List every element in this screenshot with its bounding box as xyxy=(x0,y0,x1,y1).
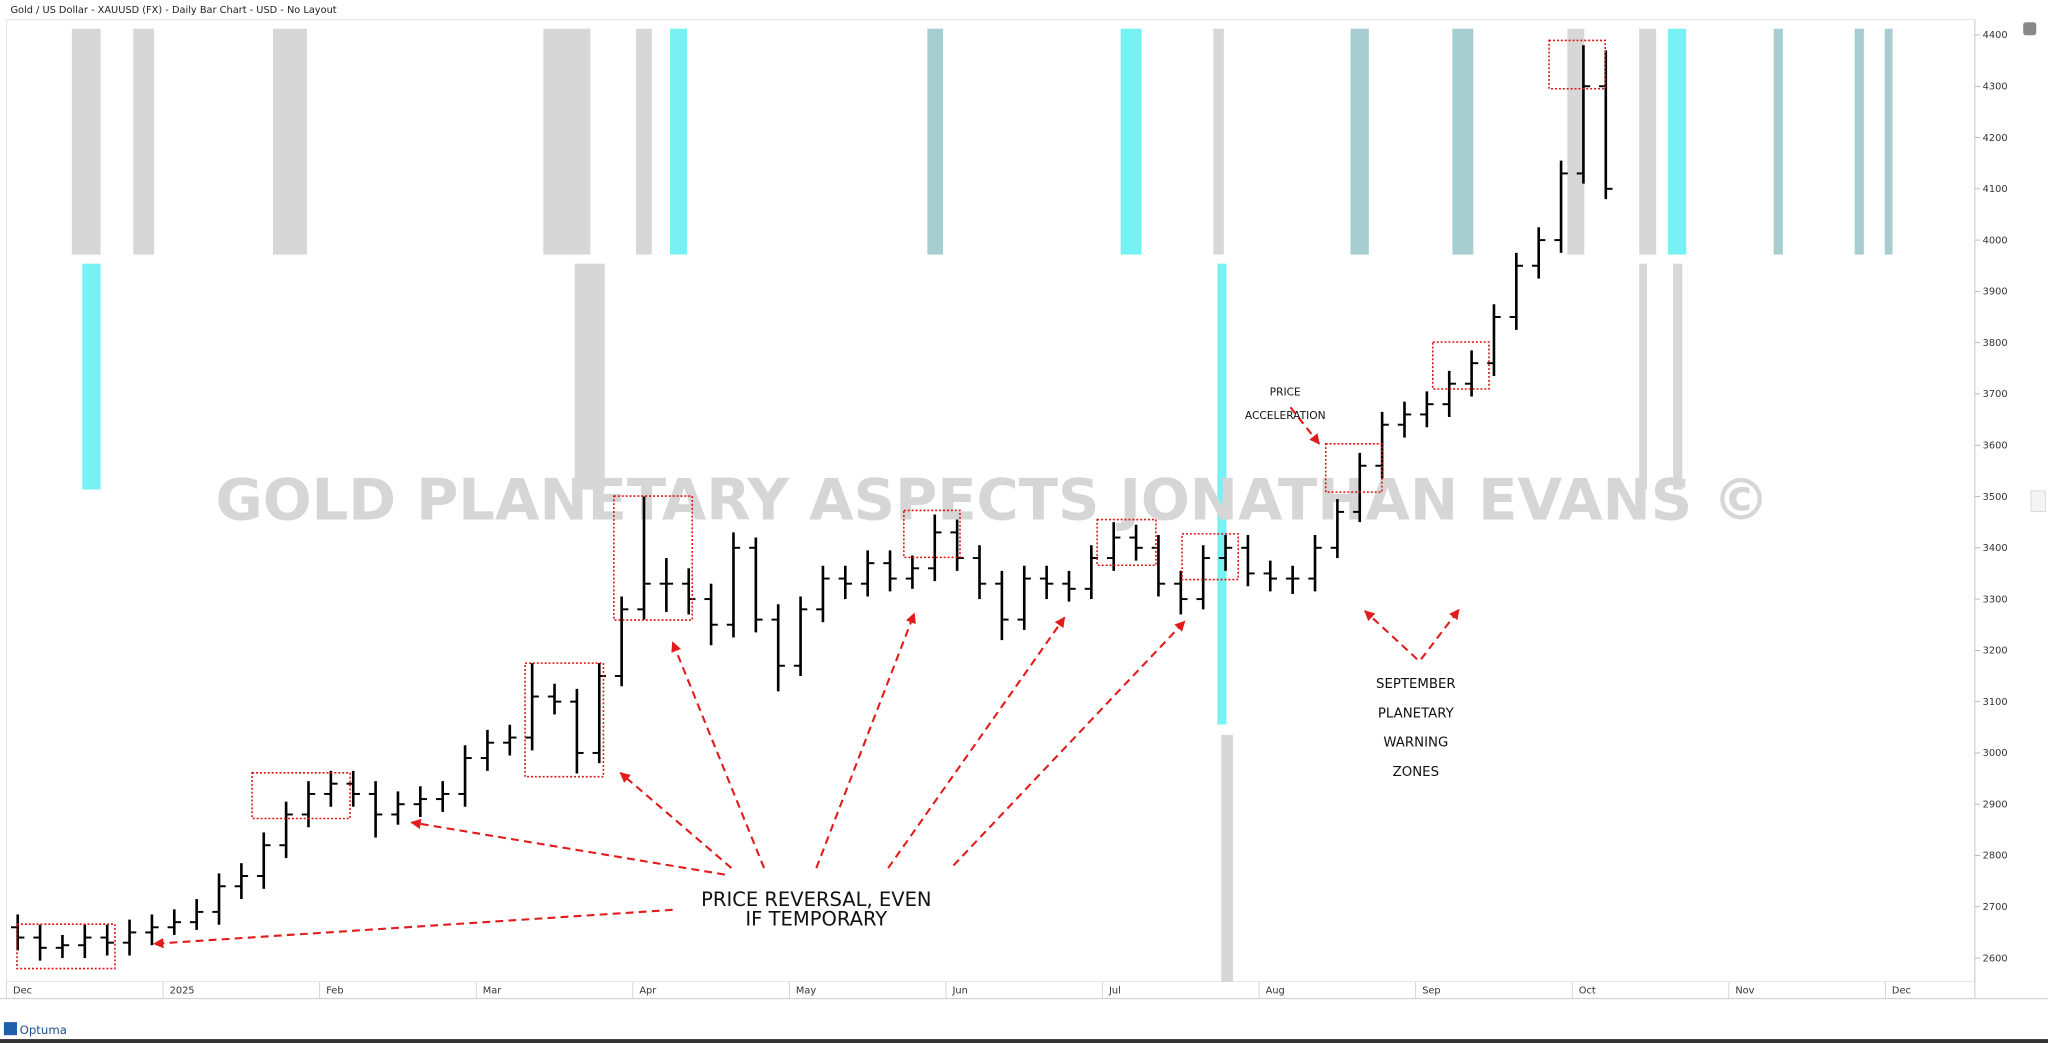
annotation-text: SEPTEMBER xyxy=(1376,677,1456,692)
y-tick-label: 3000 xyxy=(1983,748,2008,759)
annotation-text: WARNING xyxy=(1383,736,1448,751)
y-tick-label: 3600 xyxy=(1983,440,2008,451)
x-tick-label: Oct xyxy=(1579,985,1596,996)
y-tick-label: 4400 xyxy=(1983,30,2008,41)
y-tick-label: 3700 xyxy=(1983,389,2008,400)
annotation-arrow xyxy=(671,641,766,869)
aspect-zone xyxy=(1452,28,1474,255)
x-tick-label: Jul xyxy=(1108,985,1121,996)
y-tick-label: 2800 xyxy=(1983,851,2008,862)
aspect-zone xyxy=(133,28,155,255)
annotation-text: PRICE xyxy=(1270,386,1301,399)
x-tick-label: Apr xyxy=(639,985,657,996)
annotation-arrow xyxy=(153,908,673,949)
highlight-box xyxy=(16,923,116,970)
y-tick-label: 3100 xyxy=(1983,697,2008,708)
aspect-zone xyxy=(636,28,652,255)
y-tick-label: 3500 xyxy=(1983,492,2008,503)
y-tick-label: 3200 xyxy=(1983,646,2008,657)
aspect-zones xyxy=(71,28,1893,982)
annotation-arrow xyxy=(410,818,726,876)
highlight-box xyxy=(1432,341,1490,390)
annotation-arrow xyxy=(619,771,733,869)
annotation-arrow xyxy=(887,616,1066,869)
aspect-zone xyxy=(1639,28,1657,255)
aspect-zone xyxy=(1120,28,1142,255)
brand-name: Optuma xyxy=(20,1023,67,1037)
x-tick-label: Nov xyxy=(1735,985,1754,996)
y-tick-label: 4300 xyxy=(1983,82,2008,93)
x-tick-label: Dec xyxy=(1892,985,1911,996)
highlight-box xyxy=(1181,533,1239,581)
y-tick-label: 3900 xyxy=(1983,287,2008,298)
price-bars xyxy=(11,45,1613,961)
aspect-zone xyxy=(543,28,591,255)
aspect-zone xyxy=(670,28,688,255)
lock-icon[interactable] xyxy=(2023,22,2037,36)
annotation-text: ACCELERATION xyxy=(1245,409,1326,422)
y-tick-label: 3800 xyxy=(1983,338,2008,349)
chart-header: Gold / US Dollar - XAUUSD (FX) - Daily B… xyxy=(10,5,336,16)
aspect-zone xyxy=(1639,263,1648,490)
x-tick-label: Jun xyxy=(951,985,967,996)
x-tick-label: Mar xyxy=(483,985,502,996)
highlight-box xyxy=(903,509,961,559)
y-tick-label: 2900 xyxy=(1983,799,2008,810)
x-tick-label: 2025 xyxy=(170,985,195,996)
y-tick-label: 4100 xyxy=(1983,184,2008,195)
aspect-zone xyxy=(1667,28,1687,255)
aspect-zone xyxy=(1673,263,1683,490)
annotation-text: PRICE REVERSAL, EVEN xyxy=(701,888,931,911)
aspect-zone xyxy=(574,263,605,490)
y-tick-label: 4000 xyxy=(1983,235,2008,246)
annotation-arrow xyxy=(1289,406,1321,445)
bottom-strip xyxy=(0,1039,2048,1043)
y-tick-label: 2600 xyxy=(1983,953,2008,964)
aspect-zone xyxy=(1217,263,1227,725)
x-tick-label: Dec xyxy=(13,985,32,996)
highlight-box xyxy=(1096,518,1157,567)
y-tick-label: 3400 xyxy=(1983,543,2008,554)
highlight-box xyxy=(1548,39,1607,90)
annotation-text: PLANETARY xyxy=(1378,706,1455,721)
aspect-zone xyxy=(1773,28,1783,255)
aspect-zone xyxy=(1221,734,1233,982)
aspect-zone xyxy=(71,28,101,255)
x-tick-label: Aug xyxy=(1266,985,1285,996)
annotation-arrow xyxy=(815,612,916,869)
y-tick-label: 4200 xyxy=(1983,133,2008,144)
aspect-zone xyxy=(927,28,944,255)
annotation-text: IF TEMPORARY xyxy=(745,908,887,931)
aspect-zone xyxy=(82,263,101,490)
annotation-arrow xyxy=(1364,610,1418,660)
annotation-arrow xyxy=(1420,608,1460,660)
highlight-box xyxy=(251,772,351,820)
x-tick-label: Sep xyxy=(1422,985,1440,996)
watermark: GOLD PLANETARY ASPECTS JONATHAN EVANS © xyxy=(216,467,1770,534)
aspect-zone xyxy=(272,28,307,255)
x-tick-label: Feb xyxy=(326,985,343,996)
aspect-zone xyxy=(1350,28,1369,255)
x-tick-label: May xyxy=(796,985,816,996)
y-tick-label: 3300 xyxy=(1983,594,2008,605)
aspect-zone xyxy=(1884,28,1893,255)
side-toggle[interactable] xyxy=(2030,490,2046,513)
annotation-text: ZONES xyxy=(1393,765,1439,780)
highlight-box xyxy=(1324,443,1383,493)
brand-logo xyxy=(3,1022,17,1036)
aspect-zone xyxy=(1567,28,1585,255)
annotation-arrow xyxy=(952,620,1186,867)
aspect-zone xyxy=(1213,28,1224,255)
y-tick-label: 2700 xyxy=(1983,902,2008,913)
aspect-zone xyxy=(1854,28,1864,255)
